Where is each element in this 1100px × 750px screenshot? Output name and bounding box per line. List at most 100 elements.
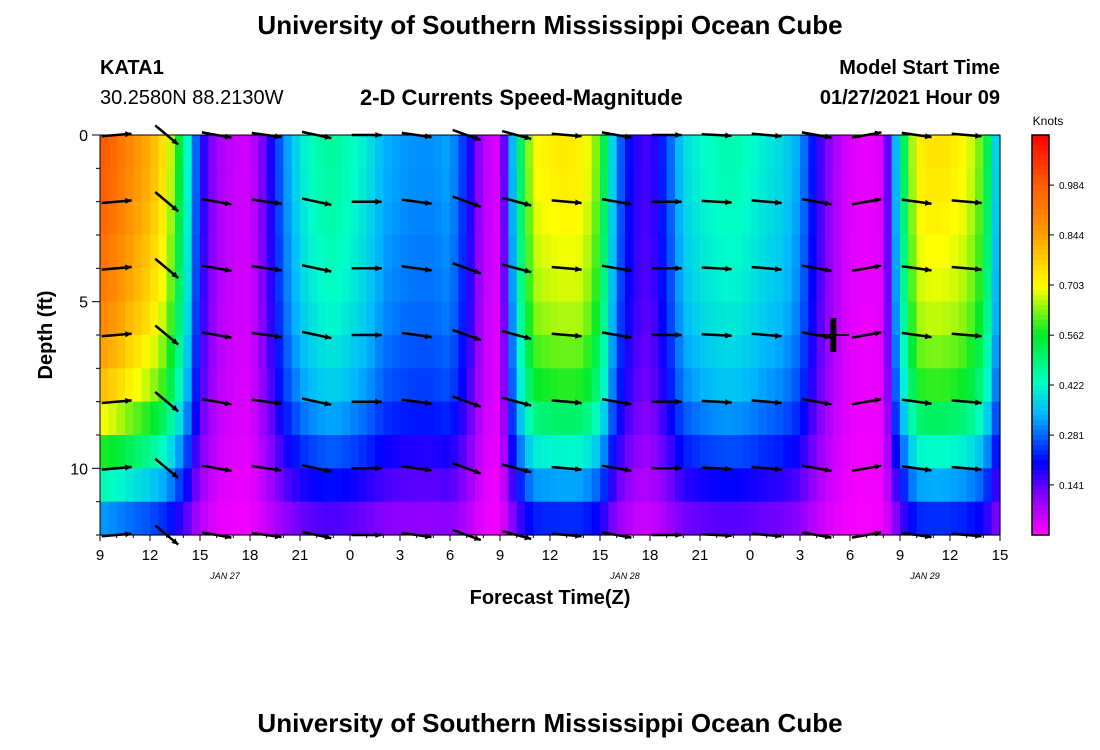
heatmap-cell bbox=[516, 235, 526, 269]
heatmap-cell bbox=[858, 301, 868, 336]
heatmap-cell bbox=[733, 235, 743, 269]
heatmap-cell bbox=[325, 168, 334, 203]
heatmap-cell bbox=[133, 235, 143, 269]
arrow-head bbox=[274, 199, 282, 206]
heatmap-cell bbox=[775, 501, 784, 536]
y-tick-label: 0 bbox=[79, 128, 88, 145]
heatmap-cell bbox=[575, 235, 584, 269]
heatmap-cell bbox=[508, 368, 518, 403]
heatmap-cell bbox=[816, 168, 826, 203]
heatmap-cell bbox=[800, 301, 809, 336]
heatmap-cell bbox=[425, 235, 434, 269]
heatmap-cell bbox=[366, 368, 376, 403]
heatmap-cell bbox=[591, 268, 601, 303]
arrow-head bbox=[725, 265, 732, 272]
heatmap-cell bbox=[558, 401, 568, 436]
heatmap-cell bbox=[208, 468, 218, 503]
heatmap-cell bbox=[325, 235, 334, 269]
heatmap-cell bbox=[191, 301, 201, 336]
heatmap-cell bbox=[383, 301, 393, 336]
heatmap-cell bbox=[375, 201, 384, 236]
heatmap-cell bbox=[491, 468, 501, 503]
current-arrow bbox=[201, 464, 232, 473]
heatmap-cell bbox=[483, 435, 493, 469]
heatmap-cell bbox=[483, 401, 493, 436]
heatmap-cell bbox=[166, 135, 176, 169]
heatmap-cell bbox=[183, 468, 193, 503]
colorbar-segment bbox=[1032, 215, 1049, 221]
heatmap-cell bbox=[783, 301, 793, 336]
heatmap-cell bbox=[733, 335, 743, 369]
heatmap-cell bbox=[600, 135, 609, 169]
heatmap-cell bbox=[441, 468, 451, 503]
heatmap-cell bbox=[141, 168, 151, 203]
colorbar-segment bbox=[1032, 320, 1049, 326]
heatmap-cell bbox=[300, 468, 309, 503]
heatmap-cell bbox=[650, 401, 659, 436]
heatmap-cell bbox=[258, 468, 268, 503]
colorbar-segment bbox=[1032, 210, 1049, 216]
heatmap-cell bbox=[941, 368, 951, 403]
heatmap-cell bbox=[858, 135, 868, 169]
x-tick-label: 15 bbox=[192, 547, 209, 564]
heatmap-cell bbox=[300, 235, 309, 269]
heatmap-cell bbox=[608, 268, 618, 303]
heatmap-cell bbox=[258, 268, 268, 303]
heatmap-cell bbox=[883, 268, 893, 303]
heatmap-cell bbox=[316, 368, 326, 403]
heatmap-cell bbox=[483, 468, 493, 503]
heatmap-cell bbox=[266, 268, 276, 303]
heatmap-cell bbox=[616, 501, 626, 536]
heatmap-cell bbox=[208, 201, 218, 236]
heatmap-cell bbox=[716, 468, 726, 503]
heatmap-cell bbox=[575, 301, 584, 336]
heatmap-cell bbox=[350, 168, 359, 203]
heatmap-cell bbox=[766, 201, 776, 236]
heatmap-cell bbox=[191, 168, 201, 203]
heatmap-cell bbox=[200, 335, 209, 369]
heatmap-cell bbox=[758, 468, 768, 503]
heatmap-cell bbox=[575, 135, 584, 169]
heatmap-cell bbox=[716, 135, 726, 169]
chart-title: 2-D Currents Speed-Magnitude bbox=[360, 85, 683, 110]
heatmap-cell bbox=[266, 301, 276, 336]
heatmap-cell bbox=[758, 335, 768, 369]
colorbar-segment bbox=[1032, 465, 1049, 471]
heatmap-cell bbox=[283, 301, 293, 336]
current-arrow bbox=[154, 191, 180, 213]
heatmap-cell bbox=[708, 401, 718, 436]
heatmap-cell bbox=[425, 501, 434, 536]
heatmap-cell bbox=[891, 168, 901, 203]
heatmap-cell bbox=[333, 501, 343, 536]
heatmap-cell bbox=[191, 435, 201, 469]
current-arrow bbox=[201, 264, 232, 273]
heatmap-cell bbox=[758, 368, 768, 403]
arrow-head bbox=[125, 264, 132, 271]
heatmap-cell bbox=[858, 235, 868, 269]
colorbar-segment bbox=[1032, 360, 1049, 366]
heatmap-cell bbox=[508, 268, 518, 303]
heatmap-cell bbox=[558, 335, 568, 369]
heatmap-cell bbox=[816, 135, 826, 169]
heatmap-cell bbox=[858, 335, 868, 369]
heatmap-cell bbox=[600, 435, 609, 469]
heatmap-cell bbox=[425, 301, 434, 336]
heatmap-cell bbox=[533, 135, 543, 169]
heatmap-cell bbox=[700, 468, 709, 503]
heatmap-cell bbox=[275, 401, 284, 436]
heatmap-cell bbox=[250, 301, 259, 336]
heatmap-cell bbox=[425, 201, 434, 236]
heatmap-cell bbox=[508, 135, 518, 169]
heatmap-cell bbox=[908, 368, 918, 403]
heatmap-cell bbox=[741, 468, 751, 503]
heatmap-cell bbox=[200, 501, 209, 536]
heatmap-cell bbox=[475, 168, 484, 203]
heatmap-cell bbox=[800, 468, 809, 503]
heatmap-cell bbox=[800, 268, 809, 303]
heatmap-cell bbox=[491, 135, 501, 169]
arrow-head bbox=[975, 532, 982, 539]
heatmap-cell bbox=[233, 268, 243, 303]
heatmap-cell bbox=[983, 468, 993, 503]
colorbar-segment bbox=[1032, 140, 1049, 146]
